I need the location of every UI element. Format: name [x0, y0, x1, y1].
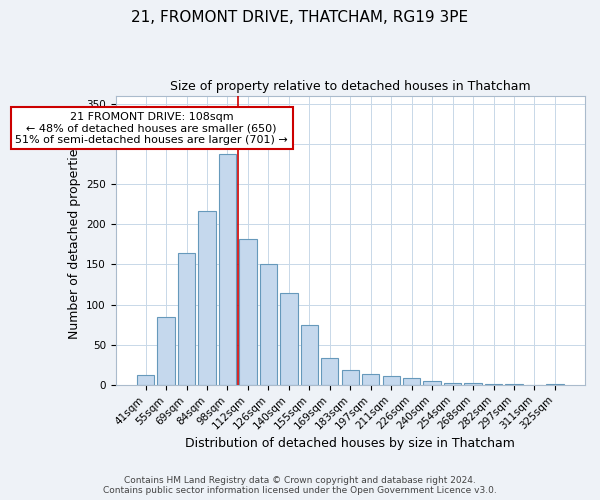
Text: 21 FROMONT DRIVE: 108sqm
← 48% of detached houses are smaller (650)
51% of semi-: 21 FROMONT DRIVE: 108sqm ← 48% of detach…	[16, 112, 288, 145]
Bar	[198, 212, 215, 385]
Bar	[444, 384, 461, 385]
Bar	[546, 384, 563, 385]
Bar	[178, 253, 195, 385]
Bar	[424, 381, 441, 385]
X-axis label: Distribution of detached houses by size in Thatcham: Distribution of detached houses by size …	[185, 437, 515, 450]
Bar	[485, 384, 502, 385]
Bar	[321, 358, 338, 385]
Bar	[137, 375, 154, 385]
Bar	[505, 384, 523, 385]
Bar	[464, 384, 482, 385]
Title: Size of property relative to detached houses in Thatcham: Size of property relative to detached ho…	[170, 80, 530, 93]
Bar	[260, 264, 277, 385]
Bar	[341, 370, 359, 385]
Bar	[403, 378, 421, 385]
Bar	[280, 293, 298, 385]
Bar	[157, 318, 175, 385]
Text: 21, FROMONT DRIVE, THATCHAM, RG19 3PE: 21, FROMONT DRIVE, THATCHAM, RG19 3PE	[131, 10, 469, 25]
Bar	[383, 376, 400, 385]
Y-axis label: Number of detached properties: Number of detached properties	[68, 142, 80, 338]
Bar	[239, 238, 257, 385]
Bar	[301, 324, 318, 385]
Bar	[219, 154, 236, 385]
Text: Contains HM Land Registry data © Crown copyright and database right 2024.
Contai: Contains HM Land Registry data © Crown c…	[103, 476, 497, 495]
Bar	[362, 374, 379, 385]
